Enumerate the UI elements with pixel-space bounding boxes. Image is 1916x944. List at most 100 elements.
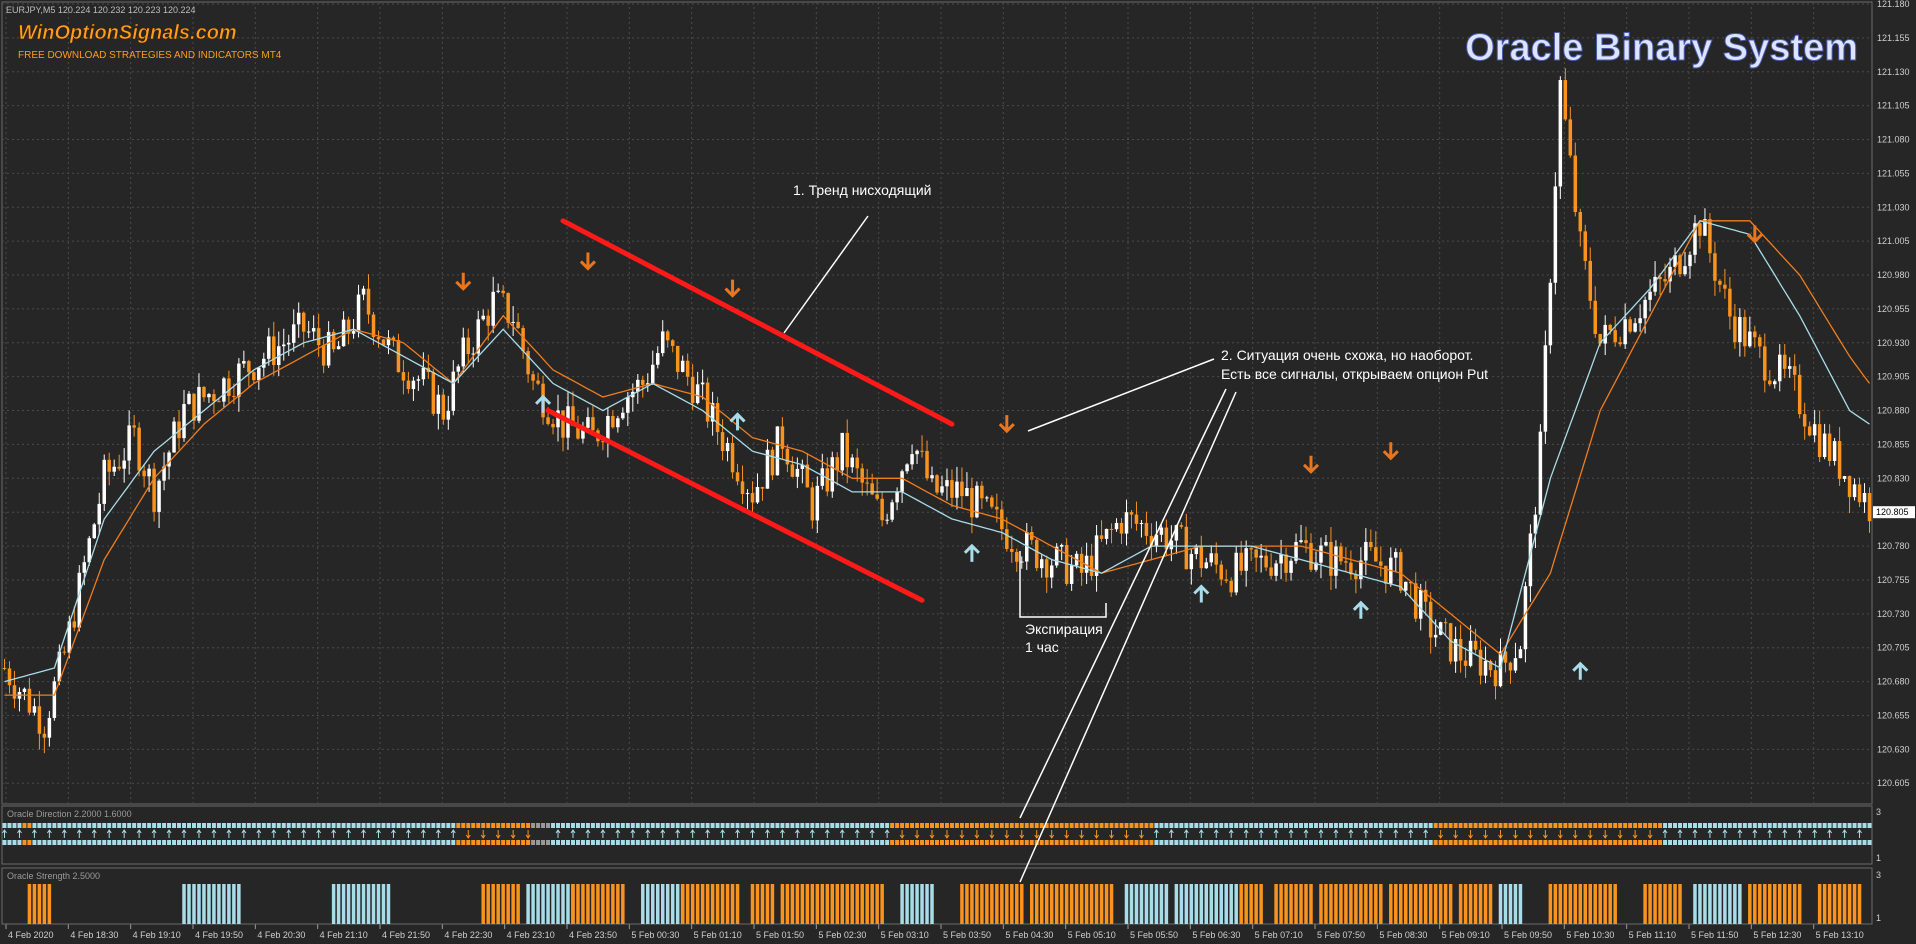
bear-candle bbox=[1149, 535, 1154, 546]
direction-bar-top bbox=[401, 823, 406, 828]
direction-bar-top bbox=[765, 823, 770, 828]
bear-candle bbox=[202, 386, 206, 398]
direction-bar-bottom bbox=[431, 840, 436, 845]
direction-bar-top bbox=[441, 823, 446, 828]
direction-bar-bottom bbox=[256, 840, 261, 845]
bear-candle bbox=[1503, 651, 1508, 663]
direction-bar-bottom bbox=[221, 840, 226, 845]
direction-bar-top bbox=[745, 823, 750, 828]
direction-bar-top bbox=[1134, 823, 1139, 828]
strength-bars bbox=[27, 884, 1862, 924]
direction-bar-bottom bbox=[1089, 840, 1094, 845]
bear-candle bbox=[571, 406, 575, 426]
strength-bar bbox=[760, 884, 765, 924]
direction-down-arrow bbox=[929, 830, 935, 839]
bull-candle bbox=[820, 468, 825, 486]
price-tick-label: 120.755 bbox=[1877, 575, 1910, 585]
direction-bar-bottom bbox=[1343, 840, 1348, 845]
direction-bar-bottom bbox=[1628, 840, 1633, 845]
direction-bar-bottom bbox=[1687, 840, 1692, 845]
bull-candle bbox=[985, 497, 989, 499]
direction-bar-top bbox=[780, 823, 785, 828]
direction-down-arrow bbox=[959, 830, 965, 839]
strength-bar bbox=[850, 884, 854, 924]
time-tick-label: 5 Feb 01:10 bbox=[694, 930, 742, 940]
bear-candle bbox=[1005, 529, 1009, 549]
bull-candle bbox=[122, 460, 126, 469]
direction-bar-top bbox=[436, 823, 441, 828]
direction-down-arrow bbox=[1602, 830, 1608, 839]
strength-bar bbox=[1064, 884, 1069, 924]
direction-bar-top bbox=[575, 823, 580, 828]
direction-bar-top bbox=[770, 823, 775, 828]
strength-bar bbox=[1389, 884, 1393, 924]
direction-bar-top bbox=[595, 823, 600, 828]
sell-arrow-icon bbox=[1302, 455, 1320, 474]
direction-bar-top bbox=[600, 823, 605, 828]
strength-bar bbox=[1224, 884, 1228, 924]
strength-bar bbox=[1598, 884, 1602, 924]
direction-bar-top bbox=[1358, 823, 1363, 828]
direction-bar-top bbox=[1722, 823, 1727, 828]
bull-candle bbox=[356, 294, 361, 332]
direction-bar-bottom bbox=[1049, 840, 1054, 845]
strength-bar bbox=[571, 884, 575, 924]
direction-bar-top bbox=[102, 823, 107, 828]
direction-bar-bottom bbox=[580, 840, 585, 845]
bear-candle bbox=[835, 457, 840, 471]
direction-bar-bottom bbox=[690, 840, 695, 845]
direction-bar-bottom bbox=[486, 840, 491, 845]
direction-bar-top bbox=[1787, 823, 1792, 828]
bull-candle bbox=[680, 360, 685, 372]
direction-bar-top bbox=[1209, 823, 1214, 828]
direction-bar-bottom bbox=[670, 840, 675, 845]
strength-bar bbox=[182, 884, 186, 924]
trend-label: 1. Тренд нисходящий bbox=[793, 182, 931, 198]
direction-bar-bottom bbox=[1832, 840, 1837, 845]
direction-bar-top bbox=[999, 823, 1004, 828]
direction-bar-bottom bbox=[905, 840, 910, 845]
direction-bar-top bbox=[2, 823, 7, 828]
direction-down-arrow bbox=[1542, 830, 1548, 839]
direction-bar-bottom bbox=[1234, 840, 1239, 845]
direction-bar-bottom bbox=[695, 840, 700, 845]
bull-candle bbox=[1483, 660, 1488, 676]
brand-logo[interactable]: WinOptionSignals.com bbox=[18, 22, 237, 45]
strength-bar bbox=[1608, 884, 1612, 924]
direction-bar-bottom bbox=[1179, 840, 1184, 845]
direction-bar-bottom bbox=[785, 840, 790, 845]
bull-candle bbox=[257, 367, 261, 381]
direction-bar-bottom bbox=[635, 840, 640, 845]
direction-bar-top bbox=[286, 823, 291, 828]
trend-pointer-line bbox=[783, 215, 869, 334]
direction-bar-bottom bbox=[107, 840, 112, 845]
direction-bar-top bbox=[1802, 823, 1807, 828]
strength-bar bbox=[1857, 884, 1862, 924]
direction-bar-bottom bbox=[954, 840, 959, 845]
direction-bar-top bbox=[855, 823, 860, 828]
bear-candle bbox=[670, 340, 675, 346]
annotation-lines bbox=[783, 215, 1237, 883]
direction-bar-top bbox=[810, 823, 815, 828]
direction-bar-bottom bbox=[201, 840, 206, 845]
strength-bar bbox=[1239, 884, 1243, 924]
direction-bar-bottom bbox=[87, 840, 92, 845]
strength-bar bbox=[910, 884, 914, 924]
bull-candle bbox=[296, 312, 301, 325]
bull-candle bbox=[1364, 541, 1368, 561]
strength-bar bbox=[965, 884, 969, 924]
direction-down-arrow bbox=[974, 830, 980, 839]
direction-bar-bottom bbox=[1638, 840, 1643, 845]
direction-bar-top bbox=[935, 823, 939, 828]
direction-bar-bottom bbox=[715, 840, 720, 845]
direction-up-arrow bbox=[1243, 829, 1249, 838]
direction-bar-bottom bbox=[546, 840, 551, 845]
bear-candle bbox=[1284, 554, 1288, 573]
direction-bar-bottom bbox=[251, 840, 256, 845]
strength-axis-top: 3 bbox=[1876, 870, 1881, 880]
direction-bar-top bbox=[1199, 823, 1204, 828]
direction-bar-bottom bbox=[1752, 840, 1757, 845]
strength-bar bbox=[1463, 884, 1468, 924]
bear-candle bbox=[1753, 331, 1757, 338]
